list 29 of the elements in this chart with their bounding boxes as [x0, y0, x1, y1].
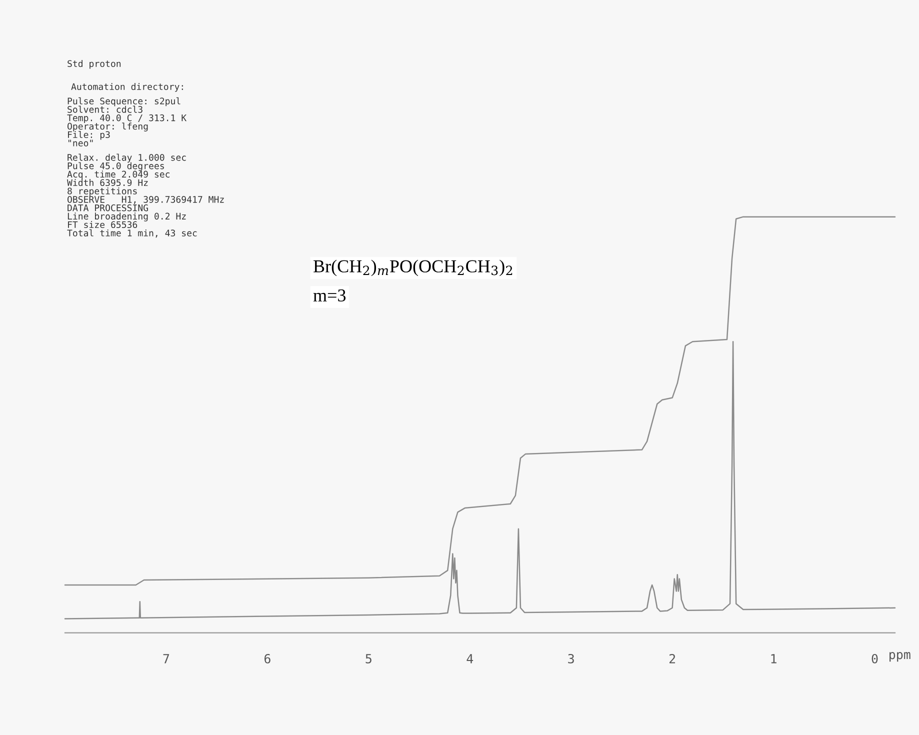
x-tick-label: 0 — [872, 654, 878, 664]
text: Solvent: cdcl3 — [68, 106, 142, 113]
text: 8 repetitions — [68, 187, 137, 196]
text: OBSERVE H1, 399.7369417 MHz — [68, 196, 224, 204]
annotation: m=3 — [313, 289, 346, 302]
annotation: Line broadening 0.2 Hz — [68, 212, 186, 222]
annotation: Total time 1 min, 43 sec — [67, 229, 197, 238]
x-tick-label: 4 — [466, 654, 474, 664]
annotation: FT size 65536 — [68, 221, 138, 228]
text: Pulse Sequence: s2pul — [68, 97, 180, 106]
text: Width 6395.9 Hz — [67, 179, 148, 186]
chart-title: Std proton — [68, 60, 121, 69]
text: File: p3 — [68, 131, 110, 140]
text: Br(CH$_{2}$)$_{m}$PO(OCH$_{2}$CH$_{3}$)$_{2}$ — [314, 260, 512, 276]
x-tick-label: 7 — [163, 654, 170, 664]
text: Operator: lfeng — [68, 122, 148, 132]
text: "neo" — [68, 140, 93, 146]
x-tick-label: 6 — [264, 654, 270, 664]
x-tick-label: 2 — [669, 654, 676, 664]
text: Automation directory: — [71, 83, 183, 92]
x-tick-label: 1 — [771, 654, 776, 664]
x-tick-label: 5 — [366, 654, 372, 664]
text: DATA PROCESSING — [68, 204, 148, 212]
x-tick-label: 3 — [568, 654, 574, 664]
text: Pulse 45.0 degrees — [68, 162, 164, 172]
text: Relax. delay 1.000 sec — [68, 154, 186, 163]
text: Temp. 40.0 C / 313.1 K — [67, 114, 187, 123]
x-axis-title: ppm — [890, 652, 910, 662]
text: Acq. time 2.049 sec — [67, 170, 170, 180]
